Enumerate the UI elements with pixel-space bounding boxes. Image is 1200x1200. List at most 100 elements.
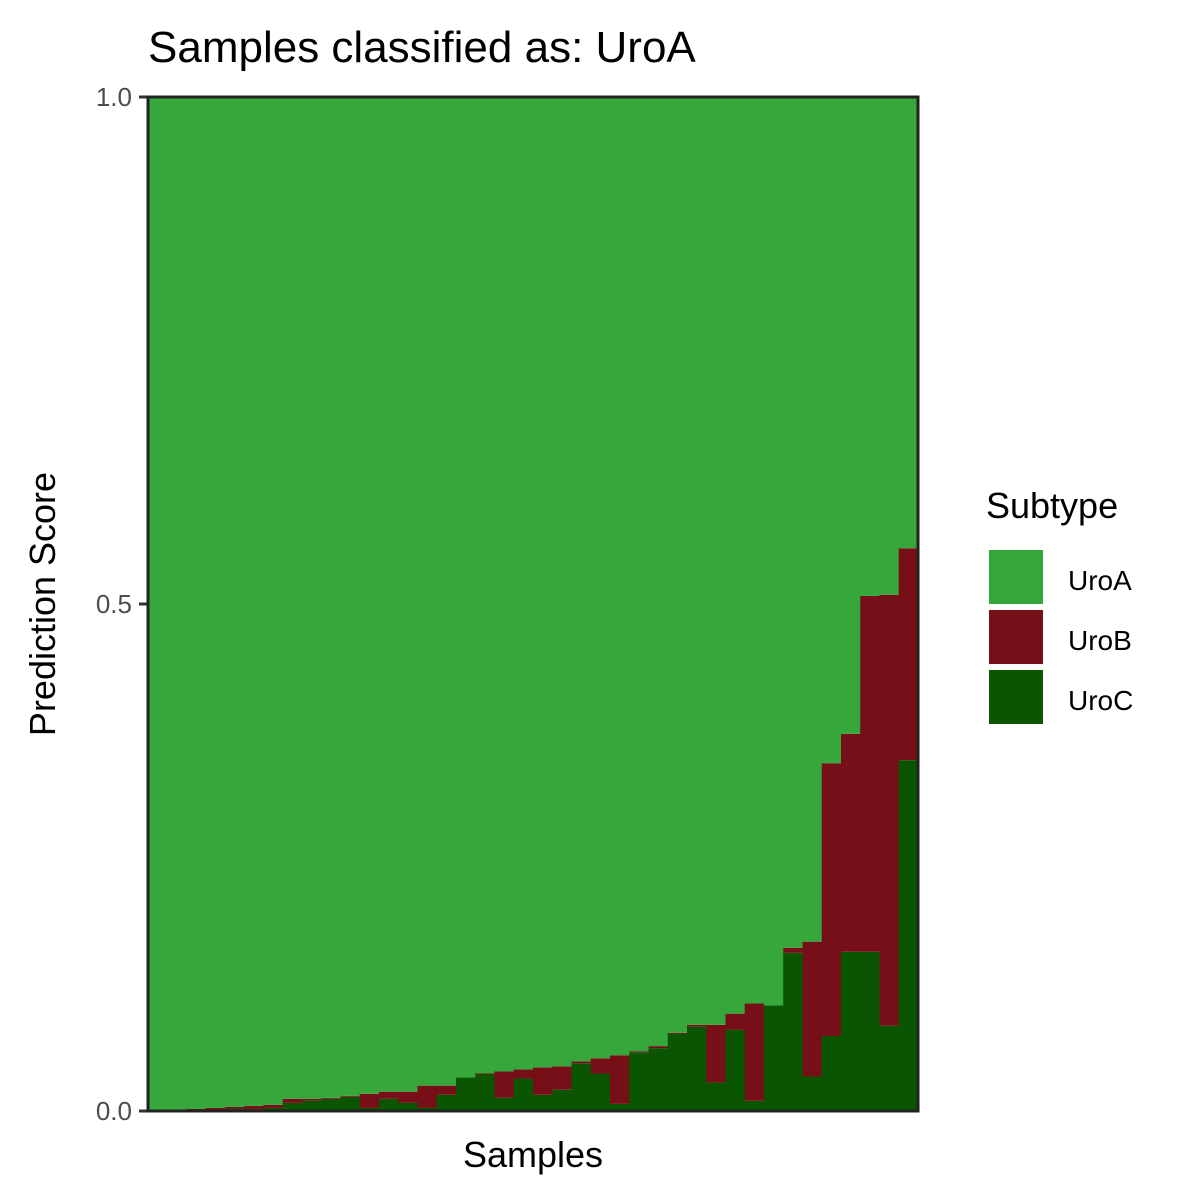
bar-segment-uroc-40 (898, 760, 919, 1111)
bar-segment-uroa-35 (802, 97, 823, 942)
bar-segment-urob-15 (417, 1085, 438, 1108)
bar-segment-uroc-31 (725, 1029, 746, 1111)
bar-segment-uroa-4 (205, 97, 226, 1108)
bar-segment-urob-28 (667, 1032, 688, 1034)
bar-segment-uroa-40 (898, 97, 919, 549)
bar-segment-uroc-20 (513, 1078, 534, 1111)
bar-segment-uroa-19 (494, 97, 515, 1072)
bar-segment-uroa-18 (475, 97, 496, 1074)
bar-segment-urob-21 (533, 1067, 553, 1095)
y-tick-label-3: 1.0 (96, 82, 132, 112)
bar-segment-uroc-11 (340, 1096, 361, 1111)
bar-segment-uroa-12 (359, 97, 380, 1094)
bar-segment-uroc-35 (802, 1076, 823, 1111)
bar-segment-uroa-29 (687, 97, 707, 1025)
bar-segment-urob-13 (379, 1091, 399, 1099)
y-tick-label-1: 0.0 (96, 1096, 132, 1126)
bar-segment-urob-31 (725, 1013, 746, 1030)
bar-segment-uroa-21 (533, 97, 553, 1068)
bar-segment-uroc-32 (744, 1100, 765, 1111)
legend-title: Subtype (986, 485, 1118, 526)
bar-segment-urob-6 (244, 1105, 265, 1109)
bar-segment-urob-40 (898, 548, 919, 761)
bar-segment-uroc-22 (552, 1089, 573, 1111)
bar-segment-uroa-11 (340, 97, 361, 1096)
bar-segment-urob-27 (648, 1046, 669, 1049)
bar-segment-uroa-32 (744, 97, 765, 1004)
bar-segment-uroa-24 (590, 97, 611, 1059)
y-axis-title: Prediction Score (22, 472, 63, 736)
bar-segment-urob-23 (571, 1061, 592, 1064)
bar-segment-urob-19 (494, 1071, 515, 1098)
bar-segment-uroa-9 (302, 97, 322, 1099)
bar-segment-uroa-13 (379, 97, 399, 1092)
bar-segment-urob-4 (205, 1107, 226, 1110)
bar-segment-uroc-8 (282, 1102, 303, 1111)
bar-segment-urob-39 (879, 594, 900, 1026)
bar-segment-uroa-7 (263, 97, 284, 1105)
bar-segment-uroa-28 (667, 97, 688, 1033)
bar-segment-uroc-25 (610, 1103, 630, 1111)
bar-segment-uroc-12 (359, 1107, 380, 1111)
bar-segment-urob-12 (359, 1093, 380, 1108)
bar-segment-uroc-9 (302, 1100, 322, 1111)
bar-segment-uroc-30 (706, 1082, 727, 1111)
bar-segment-urob-36 (821, 763, 842, 1036)
bar-segment-uroc-36 (821, 1035, 842, 1111)
bar-segment-urob-25 (610, 1055, 630, 1104)
legend-swatch-uroa (989, 550, 1043, 604)
bar-segment-urob-20 (513, 1069, 534, 1079)
bar-segment-urob-32 (744, 1003, 765, 1101)
bar-segment-uroa-6 (244, 97, 265, 1106)
legend: Subtype UroA UroB UroC (986, 485, 1133, 724)
bar-segment-urob-24 (590, 1058, 611, 1074)
bar-segment-uroa-36 (821, 97, 842, 764)
bar-segment-uroa-1 (148, 97, 168, 1111)
legend-swatch-urob (989, 610, 1043, 664)
bar-segment-uroa-30 (706, 97, 727, 1025)
bar-segment-uroc-27 (648, 1048, 669, 1111)
chart-title: Samples classified as: UroA (148, 23, 696, 72)
bar-segment-uroa-26 (629, 97, 650, 1052)
bar-segment-uroa-37 (841, 97, 861, 734)
bar-segment-uroa-3 (186, 97, 207, 1109)
bar-segment-uroc-38 (860, 951, 881, 1111)
bar-segment-urob-14 (398, 1091, 419, 1103)
bar-segment-uroa-22 (552, 97, 573, 1067)
bar-segment-urob-26 (629, 1051, 650, 1053)
bar-segment-urob-29 (687, 1024, 707, 1027)
bar-segment-uroc-37 (841, 951, 861, 1111)
bar-segment-urob-30 (706, 1024, 727, 1083)
bar-segment-uroa-39 (879, 97, 900, 595)
y-axis: 0.0 0.5 1.0 (96, 82, 148, 1126)
bar-segment-uroc-39 (879, 1025, 900, 1111)
bar-segment-urob-8 (282, 1098, 303, 1103)
bar-segment-urob-9 (302, 1098, 322, 1101)
bars-group (148, 97, 919, 1111)
bar-segment-uroa-25 (610, 97, 630, 1056)
bar-segment-uroa-20 (513, 97, 534, 1070)
bar-segment-uroc-29 (687, 1026, 707, 1111)
bar-segment-uroa-15 (417, 97, 438, 1086)
bar-segment-uroa-8 (282, 97, 303, 1099)
bar-segment-urob-35 (802, 941, 823, 1077)
legend-label-uroc: UroC (1068, 685, 1133, 716)
bar-segment-uroc-13 (379, 1098, 399, 1111)
plot-border (146, 95, 920, 1113)
bar-segment-uroa-16 (436, 97, 457, 1086)
bar-segment-uroa-23 (571, 97, 592, 1062)
bar-segment-urob-18 (475, 1073, 496, 1075)
bar-segment-urob-38 (860, 595, 881, 952)
bar-segment-uroc-21 (533, 1094, 553, 1111)
bar-segment-uroa-31 (725, 97, 746, 1014)
bar-segment-urob-7 (263, 1104, 284, 1108)
bar-segment-uroa-33 (764, 97, 784, 1006)
bar-segment-uroa-14 (398, 97, 419, 1092)
bar-segment-uroa-17 (456, 97, 476, 1078)
bar-segment-uroc-19 (494, 1097, 515, 1111)
bar-segment-uroa-27 (648, 97, 669, 1047)
bar-segment-uroc-14 (398, 1102, 419, 1111)
legend-label-uroa: UroA (1068, 565, 1132, 596)
bar-segment-uroc-24 (590, 1073, 611, 1111)
bar-segment-uroc-16 (436, 1094, 457, 1111)
